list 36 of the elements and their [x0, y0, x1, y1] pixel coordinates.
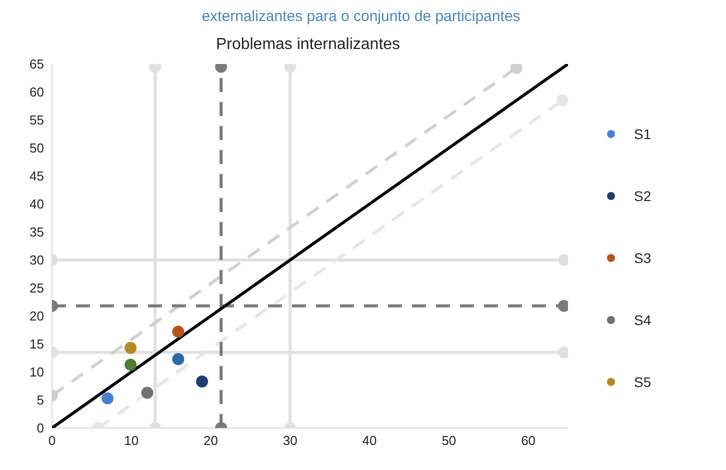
x-tick-label: 50	[442, 433, 456, 448]
x-tick-label: 30	[282, 433, 298, 448]
point	[172, 326, 184, 338]
point	[124, 358, 137, 371]
y-tick-label: 20	[30, 308, 44, 324]
y-tick-label: 55	[30, 112, 44, 128]
point	[102, 392, 114, 404]
legend-label: S3	[634, 250, 652, 266]
y-tick-label: 50	[30, 140, 44, 156]
legend-label: S5	[634, 374, 652, 390]
y-tick-label: 25	[30, 280, 44, 296]
x-tick-label: 60	[521, 433, 536, 448]
x-tick-label: 40	[362, 433, 377, 448]
y-tick-label: 45	[30, 168, 44, 184]
x-tick-label: 10	[124, 433, 139, 448]
y-tick-label: 40	[30, 196, 44, 212]
point	[141, 386, 154, 399]
point	[556, 94, 568, 106]
y-tick-label: 5	[36, 392, 44, 408]
y-tick-label: 35	[30, 224, 44, 240]
y-tick-label: 0	[36, 420, 44, 436]
y-tick-label: 10	[30, 364, 44, 380]
point	[124, 342, 137, 354]
chart-subtitle: Problemas internalizantes	[214, 36, 402, 54]
y-tick-label: 30	[30, 252, 44, 268]
legend-label: S4	[634, 312, 652, 328]
x-tick-label: 20	[204, 433, 218, 448]
point	[172, 353, 184, 366]
y-tick-label: 15	[30, 336, 44, 352]
point	[196, 376, 208, 388]
y-tick-label: 60	[30, 84, 44, 100]
chart-title: externalizantes para o conjunto de participantes	[200, 8, 522, 25]
x-tick-label: 0	[48, 433, 56, 448]
legend-label: S2	[634, 188, 652, 204]
y-tick-label: 65	[30, 56, 44, 72]
legend-label: S1	[634, 126, 652, 142]
